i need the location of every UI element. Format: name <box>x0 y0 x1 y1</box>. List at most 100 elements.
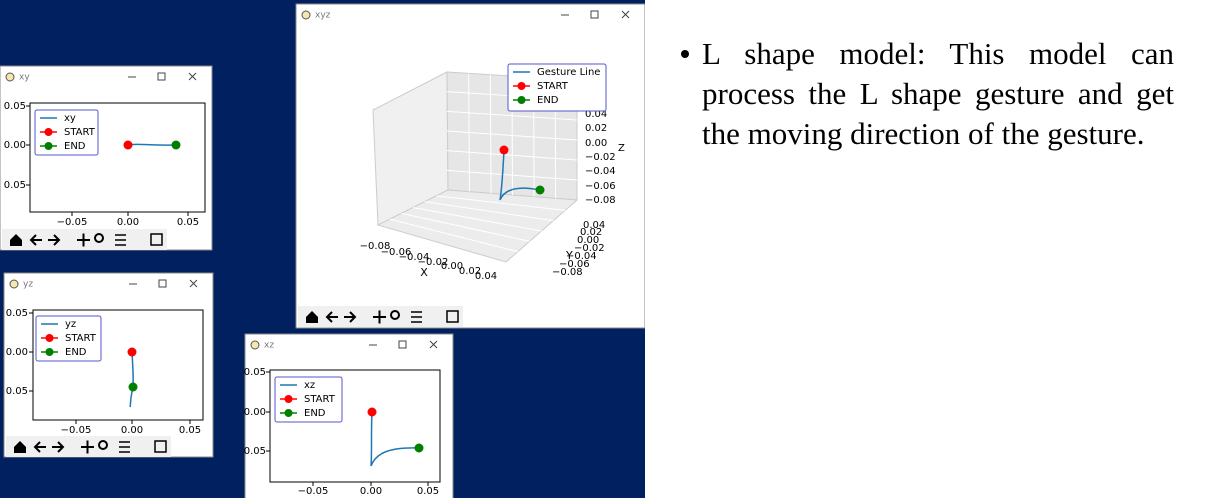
forward-button[interactable] <box>48 234 61 246</box>
legend-label: START <box>537 81 569 92</box>
x-axis-label: X <box>420 266 428 279</box>
x-tick-label: 0.00 <box>117 217 139 228</box>
legend-label: END <box>64 141 86 152</box>
legend-marker <box>45 334 54 342</box>
end-point <box>128 382 138 392</box>
y-tick-label: −0.02 <box>574 243 605 254</box>
save-button[interactable] <box>446 310 459 323</box>
x-tick-label: −0.05 <box>57 217 88 228</box>
z-tick-label: −0.08 <box>585 195 616 206</box>
pan-button[interactable] <box>81 440 94 454</box>
x-tick-label: 0.00 <box>360 486 382 497</box>
bullet-marker <box>681 50 689 58</box>
pan-button[interactable] <box>373 310 386 324</box>
start-point <box>127 347 137 357</box>
x-tick-label: −0.05 <box>61 425 92 436</box>
legend-label: xy <box>64 113 76 124</box>
legend-label: xz <box>304 380 315 391</box>
close-button[interactable] <box>189 279 198 288</box>
legend-label: END <box>537 95 559 106</box>
zoom-button[interactable] <box>94 233 104 243</box>
legend-marker <box>284 395 293 403</box>
close-button[interactable] <box>429 340 438 349</box>
maximize-button[interactable] <box>158 279 167 288</box>
end-point <box>535 185 545 195</box>
grid-line <box>446 169 578 181</box>
x-tick-label: −0.08 <box>360 241 391 252</box>
y-tick-label: 0.05 <box>4 180 26 191</box>
window-icon <box>301 10 311 20</box>
close-button[interactable] <box>621 10 630 19</box>
end-point <box>414 443 424 453</box>
close-button[interactable] <box>188 72 197 81</box>
z-tick-label: 0.02 <box>585 123 607 134</box>
back-button[interactable] <box>33 441 46 453</box>
x-tick-label: 0.00 <box>121 425 143 436</box>
y-tick-label: 0.00 <box>4 140 26 151</box>
z-tick-label: −0.04 <box>585 166 616 177</box>
start-point <box>499 145 509 155</box>
home-button[interactable] <box>306 311 318 323</box>
y-tick-label: 0.05 <box>6 308 28 319</box>
bullet-text: L shape model: This model can process th… <box>702 36 1174 151</box>
z-tick-label: −0.06 <box>585 181 616 192</box>
maximize-button[interactable] <box>398 340 407 349</box>
y-tick-label: 0.05 <box>244 367 266 378</box>
configure-button[interactable] <box>115 234 126 246</box>
home-button[interactable] <box>10 234 22 246</box>
save-button[interactable] <box>154 440 167 453</box>
pan-button[interactable] <box>77 233 90 247</box>
y-tick-label: −0.04 <box>566 251 597 262</box>
zoom-button[interactable] <box>390 310 400 320</box>
gesture-line <box>129 351 134 408</box>
z-tick-label: 0.04 <box>585 109 607 120</box>
window-title: yz <box>23 280 33 290</box>
grid-line <box>412 207 542 232</box>
zoom-button[interactable] <box>98 440 108 450</box>
save-button[interactable] <box>150 233 163 246</box>
home-button[interactable] <box>14 441 26 453</box>
y-axis-label: Y <box>565 249 573 262</box>
x-tick-label: 0.05 <box>417 486 439 497</box>
legend-label: Gesture Line <box>537 67 600 78</box>
x-tick-label: −0.04 <box>399 252 430 263</box>
x-tick-label: −0.05 <box>298 486 329 497</box>
window-icon <box>9 279 19 289</box>
legend-marker <box>284 409 293 417</box>
gesture-line <box>127 143 177 146</box>
window-icon <box>5 72 15 82</box>
configure-button[interactable] <box>411 311 422 323</box>
y-tick-label: 0.00 <box>244 407 266 418</box>
x-tick-label: 0.02 <box>459 266 481 277</box>
end-point <box>171 140 181 150</box>
legend-label: START <box>65 333 97 344</box>
legend-marker <box>44 128 53 136</box>
maximize-button[interactable] <box>157 72 166 81</box>
y-tick-label: 0.05 <box>4 101 26 112</box>
legend-marker <box>517 82 526 90</box>
forward-button[interactable] <box>52 441 65 453</box>
start-point <box>123 140 133 150</box>
legend-marker <box>45 348 54 356</box>
start-point <box>367 407 377 417</box>
maximize-button[interactable] <box>590 10 599 19</box>
grid-line <box>401 212 530 242</box>
x-tick-label: −0.06 <box>381 247 412 258</box>
y-tick-label: 0.04 <box>583 220 605 231</box>
y-tick-label: −0.08 <box>552 267 583 278</box>
legend-label: END <box>65 347 87 358</box>
z-tick-label: 0.00 <box>585 138 607 149</box>
configure-button[interactable] <box>119 441 130 453</box>
grid-line <box>436 195 566 211</box>
window-title: xz <box>264 341 274 351</box>
x-tick-label: 0.05 <box>177 217 199 228</box>
y-tick-label: 0.02 <box>580 227 602 238</box>
legend-label: START <box>304 394 336 405</box>
back-button[interactable] <box>29 234 42 246</box>
forward-button[interactable] <box>344 311 357 323</box>
legend-label: START <box>64 127 96 138</box>
window-title: xy <box>19 73 30 83</box>
x-tick-label: 0.05 <box>179 425 201 436</box>
back-button[interactable] <box>325 311 338 323</box>
